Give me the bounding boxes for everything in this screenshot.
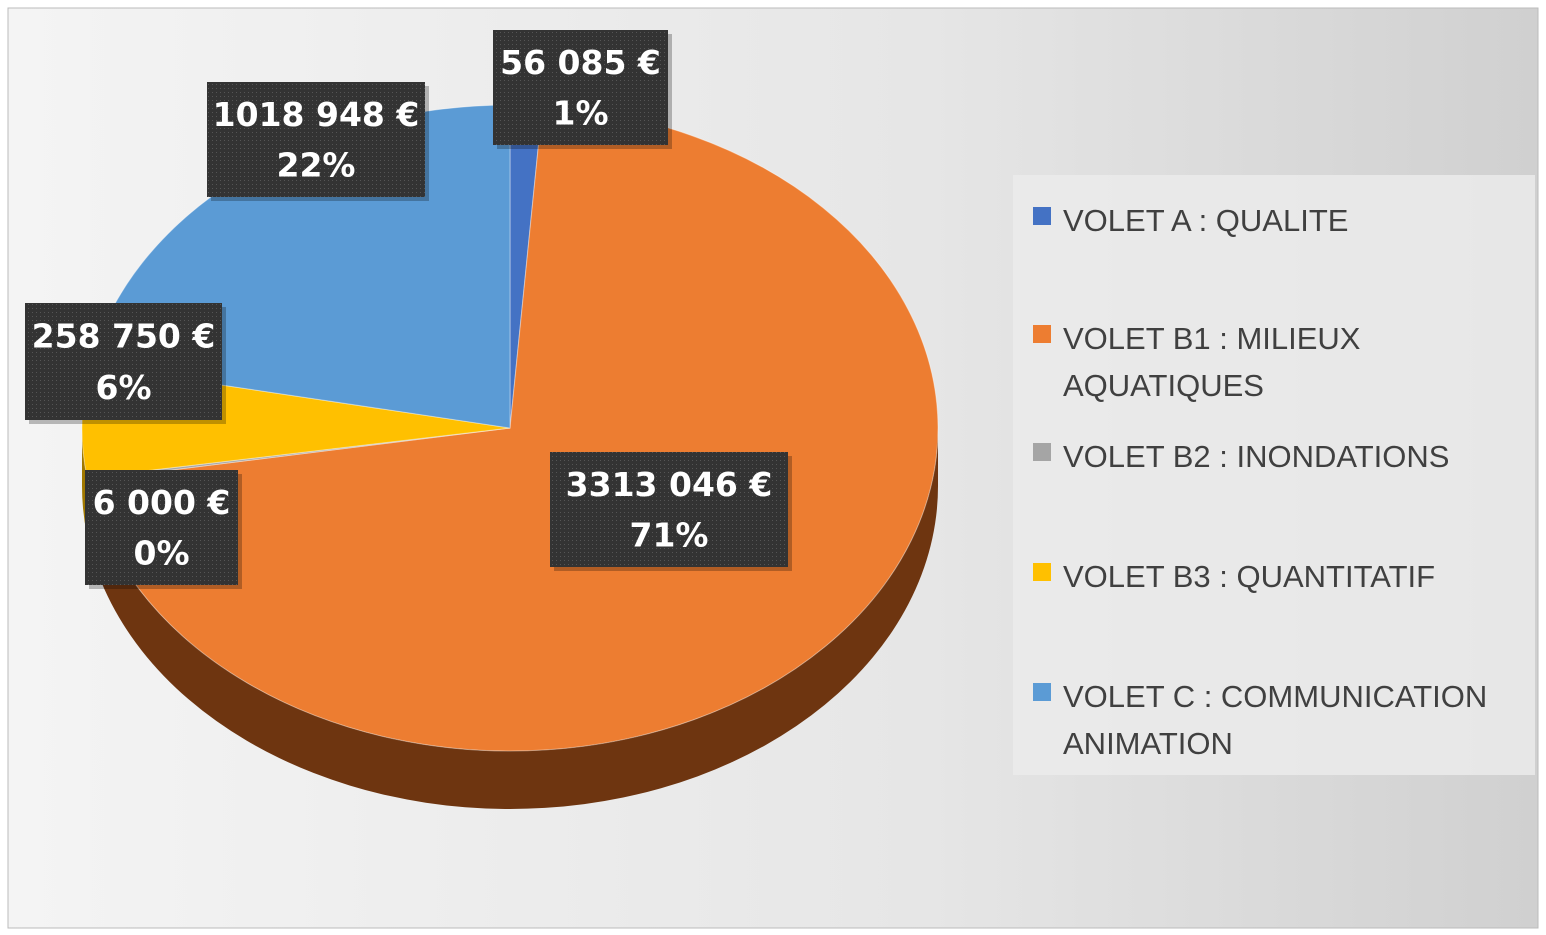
legend-entry: VOLET B1 : MILIEUX AQUATIQUES [1033,315,1513,409]
data-label-box [550,452,788,567]
legend: VOLET A : QUALITE VOLET B1 : MILIEUX AQUA… [1013,175,1535,775]
percent-label: 71% [630,516,709,555]
percent-label: 22% [277,146,356,185]
data-label: 6 000 € [93,483,231,522]
legend-swatch [1033,325,1051,343]
data-label: 3313 046 € [566,465,773,504]
data-label-box [85,470,238,585]
legend-label: VOLET B3 : QUANTITATIF [1063,559,1436,594]
legend-entry: VOLET C : COMMUNICATION ANIMATION [1033,673,1513,767]
data-label: 1018 948 € [213,95,420,134]
data-label-box [207,82,425,197]
data-label: 56 085 € [500,43,661,82]
percent-label: 6% [95,368,151,407]
legend-entry: VOLET B3 : QUANTITATIF [1033,553,1513,600]
legend-label: VOLET B2 : INONDATIONS [1063,439,1450,474]
data-label-box [25,303,222,420]
data-label: 258 750 € [32,317,216,356]
legend-entry: VOLET B2 : INONDATIONS [1033,433,1513,480]
percent-label: 0% [133,534,189,573]
legend-swatch [1033,443,1051,461]
percent-label: 1% [552,94,608,133]
slice-side [87,428,938,809]
legend-swatch [1033,563,1051,581]
legend-entry: VOLET A : QUALITE [1033,197,1513,244]
data-label-box [493,30,668,145]
legend-swatch [1033,207,1051,225]
pie [81,104,939,809]
legend-label: VOLET C : COMMUNICATION ANIMATION [1063,679,1488,761]
pie-slice [87,105,939,752]
legend-label: VOLET B1 : MILIEUX AQUATIQUES [1063,321,1361,403]
legend-label: VOLET A : QUALITE [1063,203,1349,238]
legend-swatch [1033,683,1051,701]
data-labels: 56 085 € 1% 3313 046 € 71% 6 000 € 0% 258 750 … [25,30,792,589]
